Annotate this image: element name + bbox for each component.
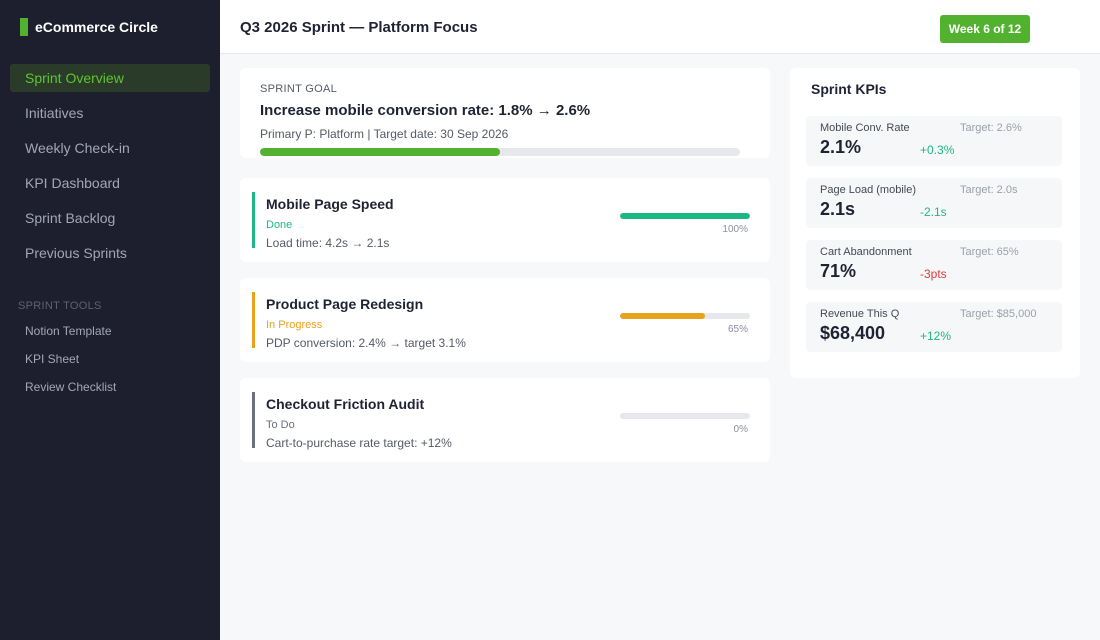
initiative-progress-fill — [620, 213, 750, 219]
initiative-progress-bar — [620, 313, 750, 319]
initiative-title: Checkout Friction Audit — [266, 396, 425, 412]
brand-logo-icon — [20, 18, 28, 36]
initiative-progress-bar — [620, 213, 750, 219]
sidebar-item-initiatives[interactable]: Initiatives — [25, 105, 84, 121]
tool-link-review-checklist[interactable]: Review Checklist — [25, 380, 117, 394]
kpi-value: 2.1s — [820, 199, 856, 219]
initiative-detail: Cart-to-purchase rate target: +12% — [266, 436, 452, 450]
kpi-tile[interactable]: Revenue This Q Target: $85,000 $68,400 +… — [806, 302, 1062, 352]
sidebar-item-sprint-backlog[interactable]: Sprint Backlog — [25, 210, 116, 226]
sidebar-item-kpi-dashboard[interactable]: KPI Dashboard — [25, 175, 120, 191]
initiative-status: To Do — [266, 419, 295, 431]
initiative-card[interactable]: Product Page Redesign In Progress PDP co… — [240, 278, 770, 362]
kpi-name: Page Load (mobile) — [820, 184, 917, 196]
sidebar-item-weekly-check-in[interactable]: Weekly Check-in — [25, 140, 130, 156]
sidebar: eCommerce Circle Sprint Overview Initiat… — [0, 0, 220, 640]
initiative-title: Mobile Page Speed — [266, 196, 394, 212]
kpi-name: Cart Abandonment — [820, 246, 912, 258]
brand-name: eCommerce Circle — [35, 19, 158, 35]
sidebar-nav: Sprint Overview Initiatives Weekly Check… — [10, 64, 210, 274]
kpi-value: 2.1% — [820, 137, 862, 157]
initiative-percent: 0% — [733, 424, 748, 435]
initiative-progress-fill — [620, 313, 705, 319]
initiative-status-stripe — [252, 292, 255, 348]
sidebar-item-previous-sprints[interactable]: Previous Sprints — [25, 245, 127, 261]
initiative-card[interactable]: Checkout Friction Audit To Do Cart-to-pu… — [240, 378, 770, 462]
kpi-value: 71% — [820, 261, 857, 281]
initiative-detail: PDP conversion: 2.4% → target 3.1% — [266, 336, 466, 350]
initiative-detail: Load time: 4.2s → 2.1s — [266, 236, 390, 250]
sprint-kpis-card: Sprint KPIs Mobile Conv. Rate Target: 2.… — [790, 68, 1080, 378]
kpi-target: Target: 2.0s — [960, 184, 1018, 196]
initiative-status: Done — [266, 219, 293, 231]
initiative-card[interactable]: Mobile Page Speed Done Load time: 4.2s →… — [240, 178, 770, 262]
kpi-target: Target: 2.6% — [960, 122, 1022, 134]
sidebar-item-sprint-overview[interactable]: Sprint Overview — [10, 64, 210, 92]
sprint-goal-card: SPRINT GOAL Increase mobile conversion r… — [240, 68, 770, 158]
sprint-goal-progress-fill — [260, 148, 500, 156]
sprint-goal-title: Increase mobile conversion rate: 1.8% → … — [260, 102, 591, 119]
sprint-goal-label: SPRINT GOAL — [260, 83, 338, 95]
kpi-name: Revenue This Q — [820, 308, 900, 320]
kpi-delta: -3pts — [920, 267, 947, 281]
kpi-target: Target: 65% — [960, 246, 1019, 258]
initiative-status-stripe — [252, 192, 255, 248]
initiative-status: In Progress — [266, 319, 323, 331]
page-header: Q3 2026 Sprint — Platform Focus Week 6 o… — [220, 0, 1100, 54]
initiative-percent: 65% — [727, 324, 748, 335]
sprint-kpis-heading: Sprint KPIs — [811, 81, 887, 97]
page-title: Q3 2026 Sprint — Platform Focus — [240, 19, 478, 36]
initiative-progress-bar — [620, 413, 750, 419]
kpi-delta: -2.1s — [920, 205, 947, 219]
sprint-goal-progress-bar — [260, 148, 740, 156]
kpi-name: Mobile Conv. Rate — [820, 122, 910, 134]
kpi-value: $68,400 — [820, 323, 886, 343]
kpi-tile[interactable]: Page Load (mobile) Target: 2.0s 2.1s -2.… — [806, 178, 1062, 228]
sprint-tools-heading: SPRINT TOOLS — [18, 300, 102, 312]
kpi-target: Target: $85,000 — [960, 308, 1037, 320]
kpi-delta: +0.3% — [920, 143, 955, 157]
kpi-tile[interactable]: Cart Abandonment Target: 65% 71% -3pts — [806, 240, 1062, 290]
kpi-delta: +12% — [920, 329, 952, 343]
initiative-status-stripe — [252, 392, 255, 448]
brand[interactable]: eCommerce Circle — [20, 18, 158, 36]
kpi-tile[interactable]: Mobile Conv. Rate Target: 2.6% 2.1% +0.3… — [806, 116, 1062, 166]
sprint-tools-list: Notion Template KPI Sheet Review Checkli… — [25, 323, 116, 407]
initiative-title: Product Page Redesign — [266, 296, 424, 312]
week-badge: Week 6 of 12 — [940, 15, 1030, 43]
initiative-percent: 100% — [722, 224, 748, 235]
tool-link-notion-template[interactable]: Notion Template — [25, 324, 112, 338]
sprint-goal-meta: Primary P: Platform | Target date: 30 Se… — [260, 127, 509, 141]
tool-link-kpi-sheet[interactable]: KPI Sheet — [25, 352, 80, 366]
